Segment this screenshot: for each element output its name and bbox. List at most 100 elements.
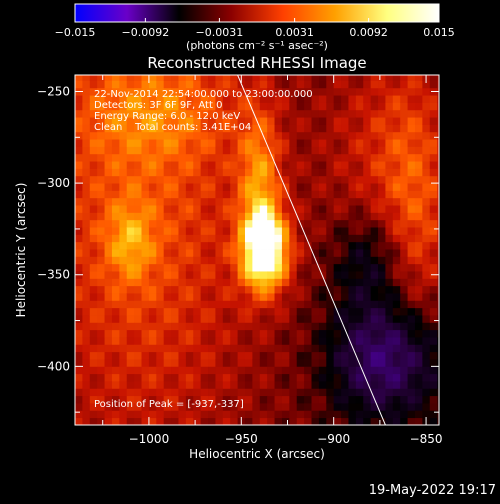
image-pixel — [259, 315, 268, 323]
image-pixel — [267, 322, 275, 331]
image-pixel — [126, 373, 135, 382]
image-pixel — [267, 227, 275, 235]
image-pixel — [437, 381, 439, 389]
image-pixel — [185, 131, 194, 140]
image-pixel — [82, 388, 91, 397]
image-pixel — [178, 278, 187, 287]
image-pixel — [370, 161, 379, 169]
image-pixel — [193, 161, 202, 169]
image-pixel — [104, 183, 113, 191]
image-pixel — [311, 87, 320, 96]
colorbar-tick-label: 0.015 — [423, 26, 455, 39]
image-pixel — [400, 278, 408, 287]
image-pixel — [274, 197, 283, 206]
image-pixel — [304, 219, 312, 228]
image-pixel — [97, 417, 105, 425]
image-pixel — [304, 410, 312, 419]
image-pixel — [222, 256, 231, 265]
image-pixel — [400, 161, 408, 169]
image-pixel — [163, 271, 172, 279]
image-pixel — [252, 234, 261, 243]
image-pixel — [259, 212, 268, 221]
colorbar-tick-label: −0.0031 — [196, 26, 244, 39]
image-pixel — [385, 388, 394, 397]
image-pixel — [104, 344, 113, 353]
image-pixel — [185, 263, 194, 272]
image-pixel — [82, 80, 91, 89]
image-pixel — [259, 417, 268, 425]
image-pixel — [333, 109, 342, 118]
image-pixel — [200, 168, 209, 177]
image-pixel — [318, 212, 327, 221]
image-pixel — [193, 175, 202, 184]
image-pixel — [259, 351, 268, 360]
image-pixel — [244, 131, 253, 140]
image-pixel — [252, 124, 261, 133]
image-pixel — [429, 197, 438, 206]
image-pixel — [363, 417, 372, 425]
image-pixel — [378, 278, 386, 287]
image-pixel — [89, 197, 98, 206]
image-pixel — [111, 131, 120, 140]
image-pixel — [281, 131, 290, 140]
image-pixel — [363, 234, 372, 243]
image-pixel — [311, 227, 320, 235]
image-pixel — [156, 75, 165, 81]
image-pixel — [163, 227, 172, 235]
image-pixel — [200, 219, 209, 228]
image-pixel — [333, 344, 342, 353]
image-pixel — [274, 256, 283, 265]
image-pixel — [378, 249, 386, 257]
image-pixel — [178, 139, 187, 147]
image-pixel — [304, 161, 312, 169]
image-pixel — [193, 359, 202, 367]
date-stamp: 19-May-2022 19:17 — [368, 483, 496, 498]
image-pixel — [281, 322, 290, 331]
image-pixel — [414, 124, 423, 133]
image-pixel — [230, 256, 238, 265]
image-pixel — [355, 197, 364, 206]
image-pixel — [437, 322, 439, 331]
image-pixel — [311, 153, 320, 162]
image-pixel — [392, 175, 401, 184]
image-pixel — [341, 417, 349, 425]
image-pixel — [318, 146, 327, 155]
image-pixel — [267, 102, 275, 111]
image-pixel — [215, 300, 224, 309]
image-pixel — [274, 124, 283, 133]
image-pixel — [193, 337, 202, 345]
image-pixel — [392, 146, 401, 155]
image-pixel — [326, 124, 335, 133]
image-pixel — [289, 95, 298, 103]
image-pixel — [333, 227, 342, 235]
image-pixel — [134, 395, 142, 404]
image-pixel — [363, 75, 372, 81]
image-pixel — [326, 219, 335, 228]
image-pixel — [259, 80, 268, 89]
image-pixel — [429, 373, 438, 382]
image-pixel — [148, 293, 157, 301]
image-pixel — [82, 278, 91, 287]
image-pixel — [370, 417, 379, 425]
image-pixel — [348, 131, 357, 140]
image-pixel — [178, 271, 187, 279]
image-pixel — [134, 205, 142, 213]
image-pixel — [111, 337, 120, 345]
image-pixel — [82, 175, 91, 184]
image-pixel — [267, 271, 275, 279]
image-pixel — [208, 256, 216, 265]
image-pixel — [378, 75, 386, 81]
image-pixel — [355, 146, 364, 155]
image-pixel — [363, 329, 372, 338]
image-pixel — [156, 410, 165, 419]
image-pixel — [341, 190, 349, 199]
image-pixel — [163, 95, 172, 103]
image-pixel — [215, 373, 224, 382]
image-pixel — [326, 80, 335, 89]
image-pixel — [385, 307, 394, 316]
image-pixel — [311, 190, 320, 199]
image-pixel — [333, 388, 342, 397]
image-pixel — [414, 241, 423, 250]
image-pixel — [119, 205, 128, 213]
image-pixel — [97, 381, 105, 389]
